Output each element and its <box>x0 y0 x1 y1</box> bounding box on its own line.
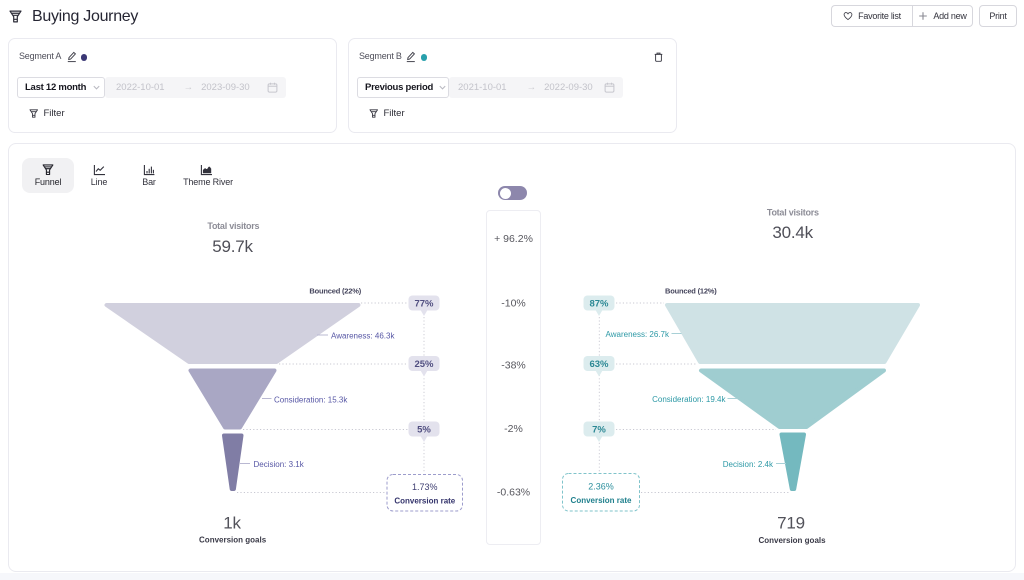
svg-text:Total visitors: Total visitors <box>207 221 259 231</box>
svg-text:719: 719 <box>777 514 805 533</box>
svg-text:Awareness: 26.7k: Awareness: 26.7k <box>606 330 670 339</box>
svg-text:Consideration: 15.3k: Consideration: 15.3k <box>274 396 348 405</box>
svg-text:63%: 63% <box>589 359 609 370</box>
svg-text:Decision: 2.4k: Decision: 2.4k <box>723 460 774 469</box>
svg-text:Conversion goals: Conversion goals <box>758 536 826 545</box>
svg-text:-38%: -38% <box>501 360 526 372</box>
svg-text:7%: 7% <box>592 425 606 436</box>
svg-text:87%: 87% <box>589 299 609 310</box>
svg-text:-0.63%: -0.63% <box>497 487 530 499</box>
svg-text:Awareness: 46.3k: Awareness: 46.3k <box>331 332 395 341</box>
svg-text:77%: 77% <box>414 299 434 310</box>
svg-text:25%: 25% <box>414 359 434 370</box>
svg-text:Consideration: 19.4k: Consideration: 19.4k <box>652 395 726 404</box>
svg-text:Bounced (12%): Bounced (12%) <box>665 287 717 296</box>
svg-text:59.7k: 59.7k <box>212 237 253 256</box>
svg-text:2.36%: 2.36% <box>588 482 614 492</box>
svg-text:1k: 1k <box>223 514 241 533</box>
svg-text:Conversion rate: Conversion rate <box>571 496 632 505</box>
svg-text:30.4k: 30.4k <box>772 223 813 242</box>
svg-text:Bounced (22%): Bounced (22%) <box>309 287 361 296</box>
svg-text:-2%: -2% <box>504 423 523 435</box>
svg-text:Conversion rate: Conversion rate <box>394 497 455 506</box>
svg-text:Decision: 3.1k: Decision: 3.1k <box>254 460 305 469</box>
svg-text:+ 96.2%: + 96.2% <box>494 233 533 245</box>
svg-text:1.73%: 1.73% <box>412 482 438 492</box>
svg-text:Conversion goals: Conversion goals <box>199 536 267 545</box>
svg-text:-10%: -10% <box>501 298 526 310</box>
svg-text:Total visitors: Total visitors <box>767 208 819 218</box>
svg-text:5%: 5% <box>417 425 431 436</box>
